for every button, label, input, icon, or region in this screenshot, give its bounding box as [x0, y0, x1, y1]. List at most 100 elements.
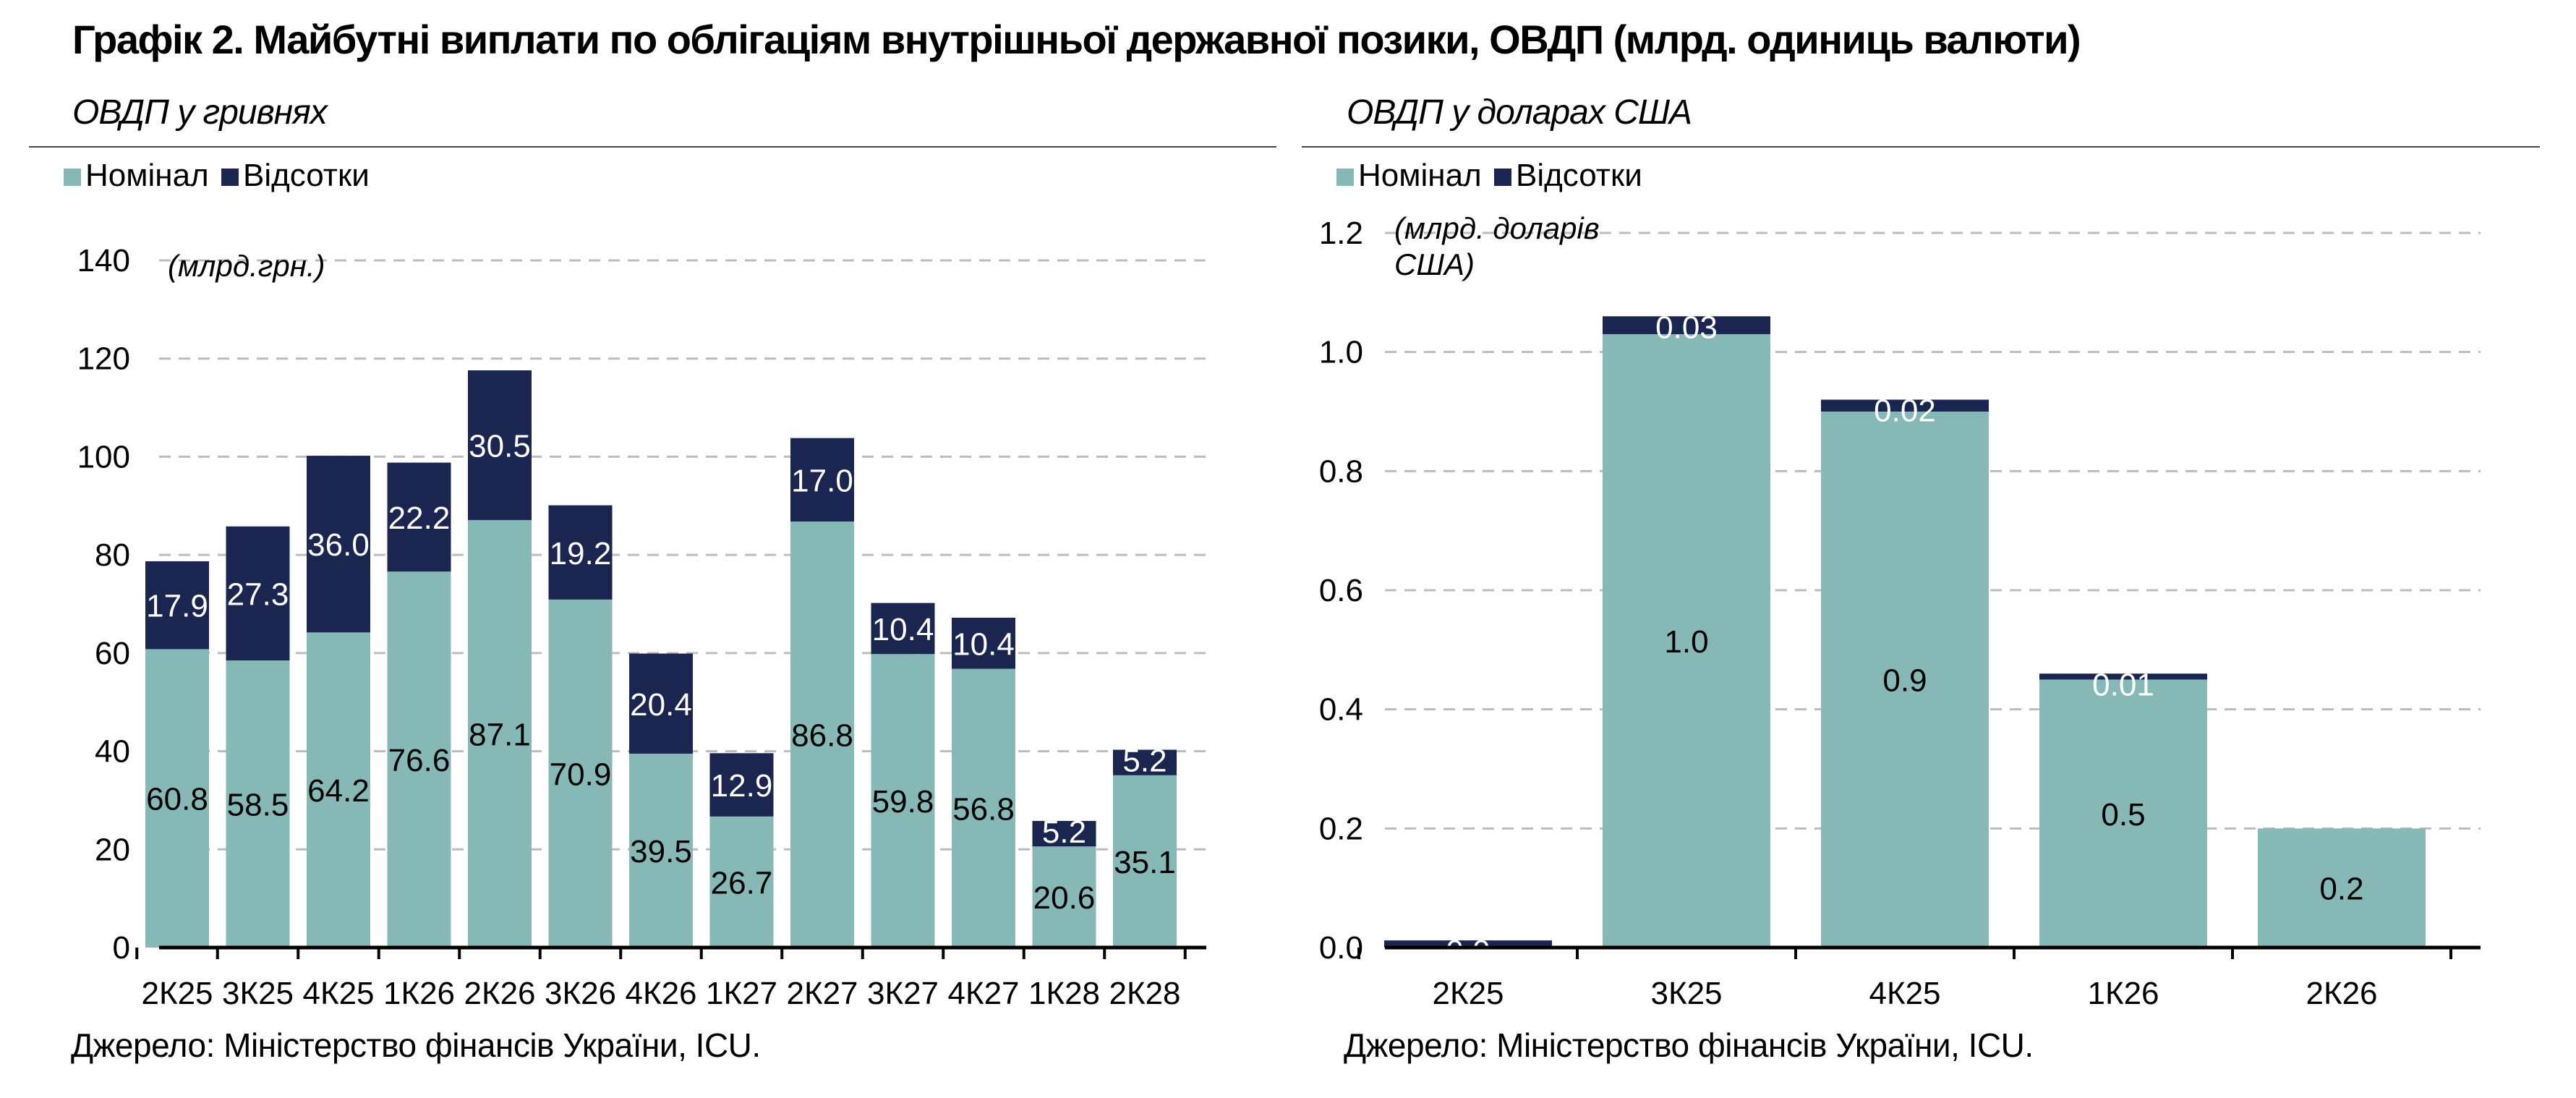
right-y-tick-label: 0.2 [1319, 811, 1363, 846]
left-bar-interest [952, 618, 1015, 669]
right-y-tick-label: 0.8 [1319, 454, 1363, 489]
left-x-tick-label: 1К26 [383, 976, 455, 1011]
right-x-tick-label: 2К26 [2306, 976, 2377, 1011]
left-legend-label-nominal: Номінал [85, 158, 209, 193]
left-data-label-interest: 22.2 [388, 501, 451, 536]
right-source-note: Джерело: Міністерство фінансів України, … [1344, 1026, 2034, 1064]
left-data-label-nominal: 58.5 [227, 788, 289, 823]
left-data-label-nominal: 59.8 [872, 784, 934, 820]
left-y-tick-label: 20 [95, 832, 130, 867]
right-x-tick-label: 2К25 [1432, 976, 1504, 1011]
left-data-label-interest: 10.4 [872, 612, 934, 647]
left-y-tick-label: 60 [95, 636, 130, 671]
right-data-label-interest: 0.02 [1874, 393, 1936, 429]
left-data-label-nominal: 70.9 [550, 757, 612, 792]
left-data-label-nominal: 87.1 [469, 717, 531, 752]
right-unit-note: (млрд. доларів [1394, 211, 1600, 245]
left-data-label-nominal: 20.6 [1033, 880, 1096, 916]
left-y-tick-label: 40 [95, 734, 130, 770]
left-bar-interest [871, 603, 935, 655]
left-bar-nominal [629, 753, 693, 948]
left-header-rule [29, 146, 1276, 148]
right-data-label-interest: 0.0 [1446, 934, 1490, 969]
left-bar-nominal [952, 668, 1015, 948]
left-x-tick-label: 3К25 [222, 976, 294, 1011]
left-bar-interest [1032, 820, 1096, 847]
right-y-tick-label: 1.0 [1319, 335, 1363, 370]
left-data-label-nominal: 56.8 [952, 791, 1015, 827]
left-bar-nominal [1032, 846, 1096, 948]
left-x-tick-label: 2К25 [141, 976, 213, 1011]
left-data-label-nominal: 35.1 [1114, 845, 1176, 880]
left-data-label-nominal: 26.7 [711, 865, 773, 901]
left-bar-interest [468, 370, 532, 520]
left-bar-nominal [790, 522, 854, 948]
left-y-tick-label: 140 [77, 243, 130, 278]
left-data-label-interest: 5.2 [1042, 814, 1086, 850]
left-data-label-interest: 12.9 [711, 768, 773, 804]
left-data-label-interest: 27.3 [227, 576, 289, 612]
right-y-tick-label: 1.2 [1319, 216, 1363, 251]
right-x-tick-label: 3К25 [1650, 976, 1722, 1011]
right-legend-label-interest: Відсотки [1516, 158, 1642, 193]
left-x-tick-label: 2К28 [1109, 976, 1180, 1011]
right-bar-interest [1384, 940, 1552, 948]
left-bar-nominal [468, 519, 532, 948]
left-bar-interest [1113, 749, 1177, 775]
left-bar-interest [629, 653, 693, 754]
left-x-tick-label: 1К28 [1028, 976, 1100, 1011]
left-x-tick-label: 1К27 [706, 976, 777, 1011]
right-data-label-nominal: 0.5 [2101, 797, 2145, 833]
left-bar-interest [307, 456, 370, 633]
right-y-tick-label: 0.4 [1319, 692, 1363, 728]
left-data-label-nominal: 60.8 [146, 782, 208, 817]
right-header-rule [1302, 146, 2540, 148]
left-data-label-interest: 20.4 [630, 687, 692, 723]
right-legend-label-nominal: Номінал [1358, 158, 1482, 193]
chart-title: Графік 2. Майбутні виплати по облігаціям… [72, 17, 2081, 62]
right-data-label-nominal: 0.9 [1882, 663, 1927, 699]
left-bar-nominal [871, 654, 935, 948]
left-bar-interest [709, 753, 774, 817]
left-bar-nominal [1113, 775, 1177, 948]
left-data-label-interest: 10.4 [952, 626, 1015, 662]
left-x-tick-label: 3К26 [545, 976, 616, 1011]
left-bar-interest [145, 561, 209, 650]
right-bar-nominal [1603, 333, 1770, 948]
right-y-tick-label: 0.6 [1319, 573, 1363, 608]
left-x-tick-label: 4К26 [625, 976, 696, 1011]
left-bar-nominal [709, 816, 774, 948]
right-bar-nominal [2258, 828, 2426, 948]
left-x-tick-label: 4К27 [947, 976, 1019, 1011]
right-unit-note: США) [1394, 247, 1475, 281]
left-bar-nominal [307, 632, 370, 948]
left-x-tick-label: 4К25 [302, 976, 374, 1011]
left-data-label-nominal: 64.2 [307, 773, 370, 809]
left-data-label-interest: 17.9 [146, 589, 208, 624]
left-bar-nominal [548, 599, 613, 948]
left-data-label-interest: 17.0 [791, 463, 853, 498]
left-x-tick-label: 3К27 [867, 976, 939, 1011]
right-bar-nominal [2039, 679, 2207, 948]
right-bar-interest [1603, 316, 1770, 334]
left-data-label-interest: 19.2 [550, 536, 612, 571]
right-bar-interest [2039, 673, 2207, 680]
left-source-note: Джерело: Міністерство фінансів України, … [71, 1026, 761, 1064]
left-bar-nominal [145, 649, 209, 948]
left-x-tick-label: 2К26 [464, 976, 535, 1011]
left-data-label-nominal: 76.6 [388, 743, 451, 778]
right-data-label-nominal: 0.2 [2319, 872, 2363, 907]
left-y-tick-label: 100 [77, 439, 130, 474]
left-legend-swatch-nominal [64, 169, 81, 186]
left-bar-interest [226, 526, 290, 661]
left-y-tick-label: 120 [77, 341, 130, 377]
left-bar-interest [387, 462, 451, 572]
right-bar-nominal [1821, 412, 1989, 948]
left-unit-note: (млрд.грн.) [168, 249, 325, 283]
left-bar-nominal [387, 571, 451, 948]
right-data-label-nominal: 1.0 [1664, 624, 1708, 660]
right-legend-swatch-interest [1494, 169, 1511, 186]
right-data-label-interest: 0.01 [2092, 667, 2154, 702]
right-x-tick-label: 4К25 [1869, 976, 1940, 1011]
